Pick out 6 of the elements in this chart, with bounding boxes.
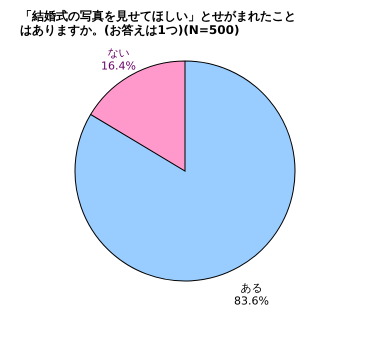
pie-slice bbox=[74, 60, 296, 282]
slice-label: ある bbox=[240, 281, 263, 294]
chart-title: 「結婚式の写真を見せてほしい」とせがまれたことはありますか。(お答えは1つ)(N=500) bbox=[20, 9, 296, 37]
data-label: 16.4% bbox=[101, 60, 136, 73]
data-label: 83.6% bbox=[234, 294, 269, 308]
slice-label: ない bbox=[107, 46, 130, 60]
